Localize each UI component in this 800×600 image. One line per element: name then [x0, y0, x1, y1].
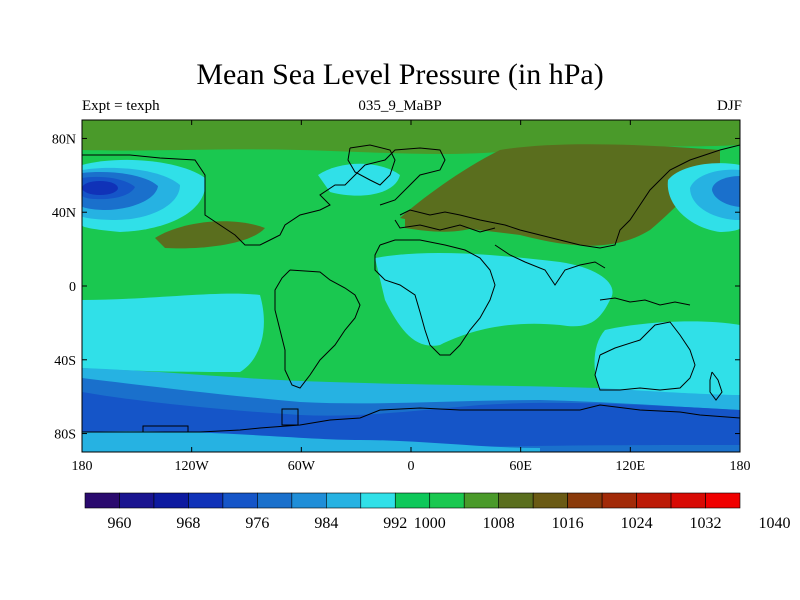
colorbar-swatch [636, 492, 672, 509]
southern-island-outline [142, 425, 189, 433]
arabia-india-coast [494, 244, 606, 286]
colorbar-swatch [326, 492, 362, 509]
colorbar-label: 1032 [690, 515, 722, 532]
x-tick-label: 60W [288, 459, 316, 474]
mediterranean-high [405, 212, 480, 232]
colorbar-label: 960 [107, 515, 131, 532]
colorbar-label: 976 [245, 515, 269, 532]
x-tick-label: 180 [730, 459, 751, 474]
colorbar-label: 968 [176, 515, 200, 532]
tropical-pacific-cyan [82, 293, 264, 372]
map-title: Mean Sea Level Pressure (in hPa) [196, 58, 604, 91]
indonesia-islands [599, 297, 691, 306]
west-pacific-low-eye [82, 181, 118, 195]
mediterranean-coast [394, 219, 496, 233]
colorbar-label: 1008 [483, 515, 515, 532]
colorbar-swatch [84, 492, 120, 509]
colorbar-label: 984 [314, 515, 338, 532]
africa-coast [374, 239, 496, 356]
colorbar-swatch [532, 492, 568, 509]
y-tick-label: 80N [52, 132, 76, 147]
y-axis: 80N 40N 0 40S 80S [52, 132, 740, 443]
atlantic-subtropical-cyan [420, 308, 460, 338]
aleutian-low-core [712, 176, 740, 207]
australia-warm-pool-cyan [594, 321, 740, 397]
colorbar: 960 968 976 984 992 1000 1008 1016 1024 1032 1040 [84, 492, 790, 532]
colorbar-label: 1040 [758, 515, 790, 532]
antarctic-trough [82, 392, 740, 448]
x-axis: 180 120W 60W 0 60E 120E 180 [72, 120, 751, 474]
eurasia-coast [399, 144, 740, 249]
north-america-coast [82, 147, 446, 246]
colorbar-label: 1000 [414, 515, 446, 532]
y-tick-label: 40N [52, 206, 76, 221]
colorbar-swatch [567, 492, 603, 509]
colorbar-swatch [119, 492, 155, 509]
colorbar-swatch [257, 492, 293, 509]
colorbar-swatch [463, 492, 499, 509]
arctic-high-band [82, 120, 740, 155]
colorbar-swatch [291, 492, 327, 509]
australia-coast [594, 321, 696, 391]
season-label: DJF [716, 98, 742, 114]
pressure-field [82, 120, 740, 452]
colorbar-swatch [360, 492, 396, 509]
y-tick-label: 0 [69, 280, 76, 295]
y-tick-label: 80S [54, 428, 76, 443]
colorbar-swatch [153, 492, 189, 509]
north-pacific-ridge [155, 221, 265, 249]
antarctic-edge [82, 431, 540, 452]
colorbar-label: 992 [383, 515, 407, 532]
x-tick-label: 120E [616, 459, 646, 474]
coastlines [82, 144, 740, 433]
y-tick-label: 40S [54, 354, 76, 369]
colorbar-swatch [498, 492, 534, 509]
south-america-coast [274, 269, 361, 389]
antarctica-coast [82, 404, 740, 433]
x-tick-label: 60E [509, 459, 532, 474]
colorbar-swatch [222, 492, 258, 509]
x-tick-label: 0 [408, 459, 415, 474]
x-tick-label: 180 [72, 459, 93, 474]
colorbar-label: 1016 [552, 515, 584, 532]
colorbar-swatch [705, 492, 741, 509]
colorbar-swatch [601, 492, 637, 509]
colorbar-swatch [670, 492, 706, 509]
greenland-coast [347, 144, 396, 186]
colorbar-swatch [429, 492, 465, 509]
period-label: 035_9_MaBP [358, 98, 442, 114]
colorbar-swatch [394, 492, 431, 509]
iceland-low-cyan [318, 163, 400, 196]
new-zealand-coast [709, 371, 723, 401]
colorbar-swatch [188, 492, 224, 509]
sub-antarctic-island-outline [281, 408, 299, 426]
experiment-label: Expt = texph [82, 98, 160, 114]
colorbar-label: 1024 [621, 515, 653, 532]
x-tick-label: 120W [175, 459, 210, 474]
